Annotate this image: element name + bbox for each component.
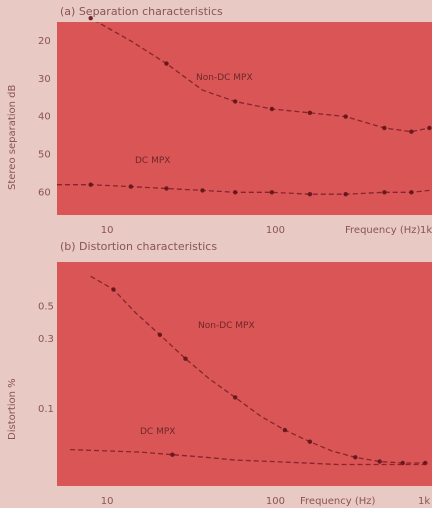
data-point [128, 184, 133, 189]
panel-a: (a) Separation characteristics 20 30 40 50 6… [7, 5, 432, 236]
series-line-non-dc-mpx [90, 275, 426, 464]
y-tick-label: 0.5 [38, 301, 54, 312]
y-tick-label: 40 [38, 112, 51, 123]
data-point [183, 356, 188, 361]
data-point [409, 190, 414, 195]
data-point [269, 190, 275, 195]
data-point [353, 455, 358, 460]
data-point [88, 182, 93, 187]
data-point [170, 452, 175, 457]
data-point [111, 287, 116, 292]
data-point [427, 125, 432, 131]
panel-a-series-label-non-dc: Non-DC MPX [196, 73, 253, 83]
data-point [88, 16, 93, 21]
data-point [382, 125, 387, 131]
data-point [233, 395, 238, 400]
data-point [343, 192, 348, 197]
data-point [307, 192, 313, 197]
panel-b-x-axis-label-cut: 1k [418, 496, 430, 507]
panel-b-x-axis-label: Frequency (Hz) [300, 496, 376, 507]
y-tick-label: 60 [38, 187, 51, 198]
data-point [377, 459, 382, 464]
panel-a-series-label-dc: DC MPX [135, 156, 170, 166]
x-tick-label: 100 [266, 225, 285, 236]
y-tick-label: 0.3 [38, 334, 54, 345]
series-line-dc-mpx [57, 184, 430, 195]
y-tick-label: 0.1 [38, 404, 54, 415]
panel-b-series-label-dc: DC MPX [140, 427, 175, 437]
data-point [164, 186, 169, 191]
panel-a-title: (a) Separation characteristics [60, 5, 223, 18]
x-tick-label: 10 [101, 225, 114, 236]
data-point [307, 439, 313, 444]
series-line-dc-mpx [70, 448, 426, 466]
data-point [409, 129, 414, 134]
panel-b-series-label-non-dc: Non-DC MPX [198, 321, 255, 331]
panel-a-x-axis-label-cut: 1k [420, 225, 432, 236]
series-line-non-dc-mpx [96, 22, 430, 133]
x-tick-label: 10 [101, 496, 114, 507]
data-point [343, 114, 348, 119]
data-point [200, 188, 205, 193]
data-point [157, 332, 163, 337]
data-point [233, 190, 238, 195]
data-point [382, 190, 387, 195]
panel-b-title: (b) Distortion characteristics [60, 240, 217, 253]
panel-a-y-axis-label: Stereo separation dB [7, 84, 18, 190]
data-point [233, 99, 238, 104]
panel-b-y-axis-label: Distortion % [7, 378, 18, 440]
data-point [307, 110, 313, 116]
panel-b: (b) Distortion characteristics 0.1 0.3 0.5… [7, 240, 432, 507]
y-tick-label: 20 [38, 36, 51, 47]
y-tick-label: 50 [38, 149, 51, 160]
panel-a-x-axis-label: Frequency (Hz) [345, 225, 421, 236]
panel-b-plot-area [57, 262, 432, 486]
y-tick-label: 30 [38, 74, 51, 85]
panel-a-plot-area [57, 22, 432, 215]
data-point [269, 106, 275, 112]
x-tick-label: 100 [266, 496, 285, 507]
data-point [164, 61, 169, 66]
data-point [282, 427, 288, 433]
